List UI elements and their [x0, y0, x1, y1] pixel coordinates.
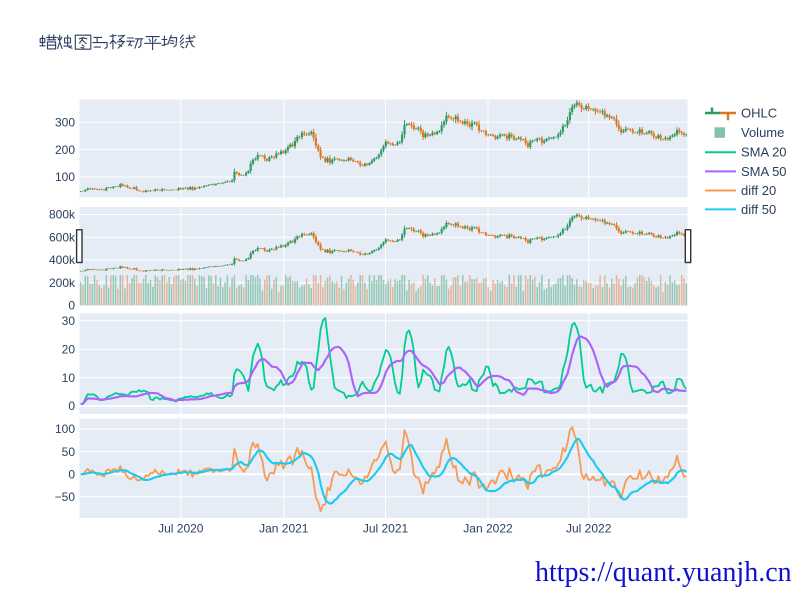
- svg-text:Jul 2021: Jul 2021: [363, 522, 409, 536]
- svg-text:400k: 400k: [49, 253, 76, 267]
- svg-text:OHLC: OHLC: [741, 106, 777, 121]
- svg-text:50: 50: [62, 445, 76, 459]
- svg-text:−50: −50: [55, 490, 76, 504]
- svg-text:0: 0: [68, 399, 75, 413]
- svg-text:100: 100: [55, 422, 75, 436]
- svg-text:20: 20: [62, 342, 76, 356]
- svg-text:800k: 800k: [49, 208, 76, 222]
- svg-text:SMA 50: SMA 50: [741, 164, 787, 179]
- svg-text:0: 0: [68, 467, 75, 481]
- svg-text:diff 50: diff 50: [741, 202, 776, 217]
- svg-text:10: 10: [62, 371, 76, 385]
- svg-text:Jul 2022: Jul 2022: [566, 522, 612, 536]
- svg-text:0: 0: [68, 299, 75, 313]
- svg-text:600k: 600k: [49, 230, 76, 244]
- svg-text:30: 30: [62, 314, 76, 328]
- svg-text:Jan 2021: Jan 2021: [259, 522, 309, 536]
- svg-text:200k: 200k: [49, 276, 76, 290]
- svg-text:200: 200: [55, 143, 75, 157]
- svg-text:SMA 20: SMA 20: [741, 145, 787, 160]
- svg-text:Jul 2020: Jul 2020: [158, 522, 204, 536]
- svg-text:100: 100: [55, 170, 75, 184]
- svg-text:Volume: Volume: [741, 125, 784, 140]
- svg-text:diff 20: diff 20: [741, 183, 776, 198]
- svg-text:https://quant.yuanjh.cn: https://quant.yuanjh.cn: [535, 557, 792, 588]
- svg-text:300: 300: [55, 115, 75, 129]
- svg-text:Jan 2022: Jan 2022: [463, 522, 513, 536]
